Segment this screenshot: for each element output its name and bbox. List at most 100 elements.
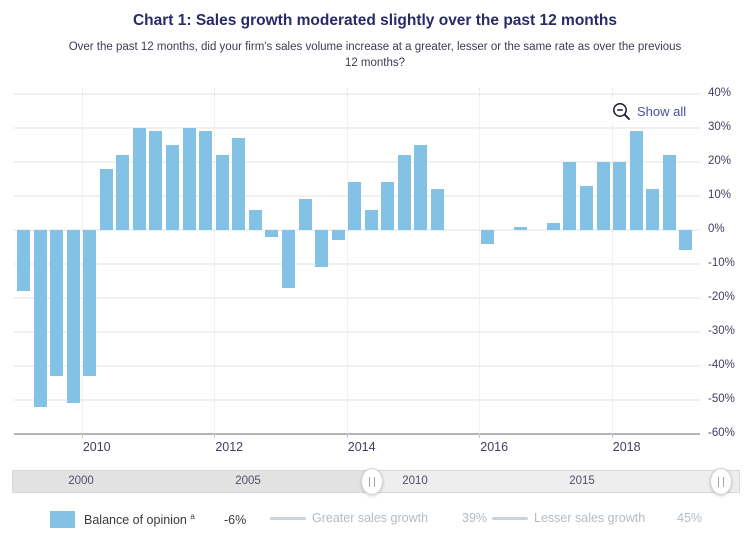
y-axis-tick-label: 30% bbox=[708, 121, 732, 133]
y-axis-tick-label: -50% bbox=[708, 393, 735, 405]
show-all-label: Show all bbox=[637, 104, 687, 119]
y-axis-tick-label: -10% bbox=[708, 257, 735, 269]
bar[interactable] bbox=[662, 155, 676, 230]
bar[interactable] bbox=[596, 162, 610, 230]
bar[interactable] bbox=[613, 162, 627, 230]
bar[interactable] bbox=[298, 199, 312, 230]
navigator-left-handle[interactable] bbox=[361, 468, 383, 495]
bar[interactable] bbox=[132, 128, 146, 230]
y-axis-tick-label: -30% bbox=[708, 325, 735, 337]
y-gridline bbox=[14, 399, 700, 401]
y-axis-tick-label: 20% bbox=[708, 155, 732, 167]
bar[interactable] bbox=[50, 230, 64, 377]
y-gridline bbox=[14, 93, 700, 95]
bar[interactable] bbox=[116, 155, 130, 230]
y-axis-tick-label: -60% bbox=[708, 427, 735, 439]
x-gridline bbox=[81, 88, 83, 434]
legend-item-balance[interactable]: Balance of opinion a -6% bbox=[50, 511, 246, 528]
x-axis-tick-label: 2014 bbox=[347, 440, 376, 454]
range-navigator[interactable]: 2000 2005 2010 2015 bbox=[12, 468, 740, 495]
legend-value-greater: 39% bbox=[462, 511, 488, 525]
y-gridline bbox=[14, 365, 700, 367]
legend-label-greater: Greater sales growth bbox=[312, 511, 429, 525]
bar[interactable] bbox=[281, 230, 295, 288]
y-gridline bbox=[14, 297, 700, 299]
bar[interactable] bbox=[215, 155, 229, 230]
bar[interactable] bbox=[99, 168, 113, 230]
bar[interactable] bbox=[315, 230, 329, 268]
bar[interactable] bbox=[348, 182, 362, 230]
bar[interactable] bbox=[629, 131, 643, 230]
bar[interactable] bbox=[265, 230, 279, 237]
x-gridline bbox=[214, 88, 216, 434]
bar[interactable] bbox=[364, 209, 378, 230]
legend-value-balance: -6% bbox=[224, 512, 247, 527]
y-gridline bbox=[14, 263, 700, 265]
x-axis-tick-label: 2018 bbox=[612, 440, 641, 454]
y-axis-tick-label: 10% bbox=[708, 189, 732, 201]
bar[interactable] bbox=[166, 145, 180, 230]
legend-swatch-balance bbox=[50, 511, 75, 528]
bar[interactable] bbox=[563, 162, 577, 230]
y-axis-tick-label: -40% bbox=[708, 359, 735, 371]
navigator-label-2010: 2010 bbox=[402, 475, 428, 487]
bar[interactable] bbox=[679, 230, 693, 251]
bar[interactable] bbox=[331, 230, 345, 241]
legend-value-lesser: 45% bbox=[677, 511, 703, 525]
chart-subtitle: Over the past 12 months, did your firm's… bbox=[68, 41, 682, 69]
bar[interactable] bbox=[646, 189, 660, 230]
bar[interactable] bbox=[33, 230, 47, 407]
navigator-label-2015: 2015 bbox=[569, 475, 595, 487]
x-axis-tick bbox=[479, 434, 481, 438]
x-gridline bbox=[346, 88, 348, 434]
plot-area: 2010 2012 2014 2016 2018 bbox=[14, 88, 700, 454]
bar[interactable] bbox=[546, 223, 560, 230]
legend-swatch-greater bbox=[270, 516, 306, 520]
navigator-label-2000: 2000 bbox=[68, 475, 94, 487]
y-axis-tick-label: 40% bbox=[708, 87, 732, 99]
zoom-out-icon bbox=[613, 103, 630, 120]
x-axis-tick bbox=[611, 434, 613, 438]
bar[interactable] bbox=[199, 131, 213, 230]
show-all-button[interactable]: Show all bbox=[608, 100, 691, 123]
y-gridline bbox=[14, 433, 700, 435]
x-axis-tick-label: 2012 bbox=[215, 440, 244, 454]
bar[interactable] bbox=[83, 230, 97, 377]
bar[interactable] bbox=[248, 209, 262, 230]
legend-label-lesser: Lesser sales growth bbox=[534, 511, 646, 525]
bar[interactable] bbox=[397, 155, 411, 230]
x-gridline bbox=[611, 88, 613, 434]
chart-title: Chart 1: Sales growth moderated slightly… bbox=[132, 12, 618, 29]
handle-grip-icon bbox=[718, 476, 724, 487]
bar[interactable] bbox=[480, 230, 494, 244]
y-gridline bbox=[14, 161, 700, 163]
bar[interactable] bbox=[580, 185, 594, 230]
x-axis-tick bbox=[214, 434, 216, 438]
bar[interactable] bbox=[381, 182, 395, 230]
bar[interactable] bbox=[414, 145, 428, 230]
bar[interactable] bbox=[17, 230, 30, 292]
y-axis-tick-label: -20% bbox=[708, 291, 735, 303]
y-gridline bbox=[14, 229, 700, 231]
navigator-right-handle[interactable] bbox=[710, 468, 732, 495]
x-gridline bbox=[479, 88, 481, 434]
bar[interactable] bbox=[431, 189, 444, 230]
x-axis-tick-label: 2010 bbox=[82, 440, 111, 454]
bar[interactable] bbox=[66, 230, 80, 404]
y-gridline bbox=[14, 127, 700, 129]
bar[interactable] bbox=[232, 138, 246, 230]
x-axis-tick bbox=[346, 434, 348, 438]
y-gridline bbox=[14, 331, 700, 333]
legend: Balance of opinion a -6% Greater sales g… bbox=[0, 505, 750, 537]
navigator-label-2005: 2005 bbox=[235, 475, 261, 487]
bar[interactable] bbox=[513, 226, 527, 230]
y-axis-tick-label: 0% bbox=[708, 223, 725, 235]
bar[interactable] bbox=[149, 131, 163, 230]
x-axis-tick-label: 2016 bbox=[480, 440, 509, 454]
legend-item-greater[interactable]: Greater sales growth 39% bbox=[270, 511, 487, 525]
legend-item-lesser[interactable]: Lesser sales growth 45% bbox=[492, 511, 702, 525]
legend-swatch-lesser bbox=[492, 516, 528, 520]
bar[interactable] bbox=[182, 128, 196, 230]
x-axis-tick bbox=[81, 434, 83, 438]
